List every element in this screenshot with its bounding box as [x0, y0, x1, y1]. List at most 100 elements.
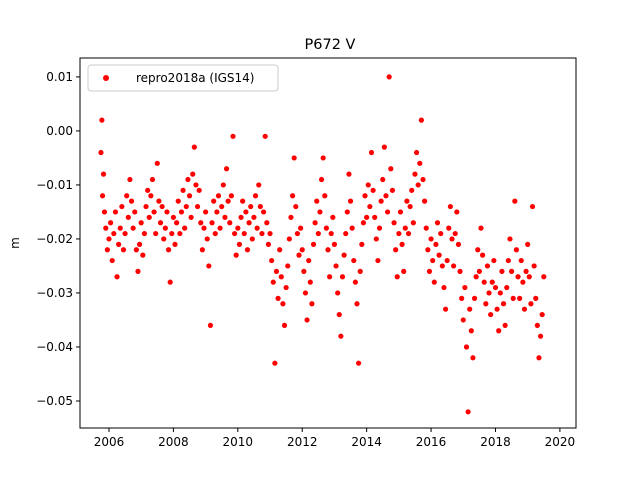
data-point	[252, 193, 259, 199]
data-point	[341, 252, 347, 258]
data-point	[217, 225, 223, 231]
data-point	[301, 268, 307, 274]
x-tick-label: 2016	[416, 435, 447, 449]
data-point	[409, 187, 415, 193]
data-point	[222, 214, 228, 220]
data-point	[475, 247, 481, 253]
data-point	[272, 360, 278, 366]
data-point	[262, 133, 268, 139]
data-point	[344, 209, 350, 215]
data-point	[351, 257, 357, 264]
data-point	[114, 274, 120, 280]
data-point	[393, 247, 399, 253]
data-point	[539, 311, 545, 318]
data-point	[106, 236, 112, 242]
data-point	[375, 257, 381, 264]
data-point	[312, 220, 318, 226]
data-point	[233, 252, 239, 258]
data-point	[451, 263, 457, 269]
data-point	[294, 230, 300, 237]
data-point	[194, 203, 201, 210]
data-point	[259, 230, 265, 237]
data-point	[327, 274, 333, 280]
data-point	[191, 144, 197, 150]
data-point	[412, 171, 418, 177]
data-point	[380, 176, 386, 183]
data-point	[420, 176, 426, 183]
data-point	[125, 214, 131, 220]
data-point	[399, 241, 405, 247]
data-point	[317, 209, 323, 215]
x-tick-label: 2018	[480, 435, 511, 449]
data-point	[148, 193, 154, 199]
data-point	[159, 203, 165, 210]
data-point	[328, 230, 334, 237]
data-point	[240, 198, 246, 204]
y-tick-label: −0.05	[36, 394, 73, 408]
data-point	[492, 284, 499, 291]
data-point	[423, 225, 429, 231]
data-points	[98, 74, 547, 415]
data-point	[512, 198, 518, 204]
data-point	[499, 268, 505, 274]
data-point	[510, 295, 516, 301]
data-point	[508, 268, 515, 274]
data-point	[122, 230, 128, 237]
data-point	[397, 209, 404, 215]
data-point	[101, 209, 108, 215]
data-point	[174, 220, 180, 226]
data-point	[286, 236, 292, 242]
data-point	[278, 274, 284, 280]
data-point	[470, 355, 476, 361]
data-point	[407, 203, 413, 210]
data-point	[478, 225, 484, 231]
plot-frame	[79, 57, 577, 429]
data-point	[434, 220, 441, 226]
data-point	[264, 220, 270, 226]
data-point	[130, 225, 136, 231]
data-point	[533, 295, 539, 301]
data-point	[410, 220, 416, 226]
data-point	[162, 225, 168, 231]
data-point	[330, 214, 336, 220]
data-point	[496, 328, 502, 334]
data-point	[426, 268, 433, 274]
data-point	[468, 328, 474, 334]
data-point	[405, 230, 412, 237]
data-point	[246, 220, 252, 226]
x-tick-label: 2006	[94, 435, 125, 449]
data-point	[465, 409, 471, 415]
data-point	[149, 176, 156, 183]
data-point	[98, 149, 104, 156]
data-point	[306, 257, 312, 264]
data-point	[183, 203, 189, 210]
data-point	[289, 193, 296, 199]
data-point	[199, 247, 205, 253]
data-point	[260, 209, 267, 215]
data-point	[172, 241, 178, 247]
data-point	[460, 317, 466, 323]
data-point	[491, 257, 497, 264]
data-point	[335, 290, 341, 296]
data-point	[500, 301, 507, 307]
data-point	[333, 263, 339, 269]
data-point	[394, 274, 400, 280]
data-point	[206, 263, 212, 269]
y-tick-label: −0.04	[36, 340, 73, 354]
data-point	[141, 230, 148, 237]
data-point	[209, 220, 215, 226]
data-point	[441, 284, 447, 291]
data-point	[444, 257, 450, 264]
data-point	[378, 198, 384, 204]
data-point	[417, 160, 423, 166]
data-point	[299, 247, 305, 253]
data-point	[452, 230, 458, 237]
data-point	[497, 290, 503, 296]
data-point	[534, 322, 540, 328]
data-point	[431, 279, 437, 285]
data-point	[128, 198, 135, 204]
data-point	[236, 241, 243, 247]
y-axis-label: m	[8, 237, 22, 249]
data-point	[430, 257, 436, 264]
